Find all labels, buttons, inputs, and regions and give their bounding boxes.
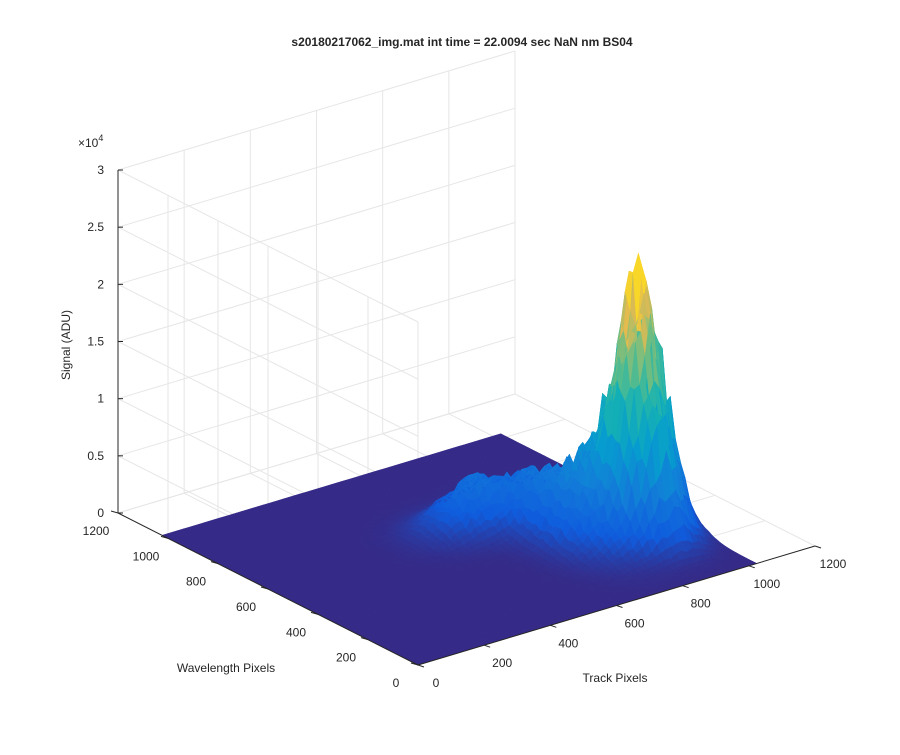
x-tick-mark [815,546,821,548]
y-axis-label: Wavelength Pixels [177,661,275,675]
z-tick-label: 0 [97,506,104,520]
x-tick-label: 800 [691,597,711,611]
y-tick-mark [111,511,118,513]
x-tick-label: 1000 [753,577,780,591]
y-tick-label: 200 [336,651,356,665]
x-axis-label: Track Pixels [583,671,648,685]
x-tick-mark [418,665,424,667]
x-tick-mark [749,566,755,568]
y-tick-label: 600 [236,600,256,614]
x-tick-mark [484,645,490,647]
z-exponent-label: ×104 [78,133,103,150]
x-tick-label: 1200 [820,557,847,571]
y-tick-label: 1000 [133,549,160,563]
z-tick-label: 2 [97,277,104,291]
x-tick-mark [550,625,556,627]
chart-title: s20180217062_img.mat int time = 22.0094 … [291,35,633,49]
x-tick-label: 200 [492,656,512,670]
y-tick-label: 1200 [83,524,110,538]
y-tick-label: 800 [186,575,206,589]
x-tick-mark [617,606,623,608]
y-tick-label: 0 [393,676,400,690]
y-tick-label: 400 [286,625,306,639]
z-tick-label: 1.5 [87,335,104,349]
z-tick-label: 3 [97,163,104,177]
x-tick-label: 400 [558,636,578,650]
z-tick-label: 2.5 [87,220,104,234]
x-tick-label: 0 [433,676,440,690]
z-tick-label: 0.5 [87,449,104,463]
z-axis-label: Signal (ADU) [59,310,73,380]
x-tick-label: 600 [624,617,644,631]
z-tick-label: 1 [97,392,104,406]
x-tick-mark [683,586,689,588]
